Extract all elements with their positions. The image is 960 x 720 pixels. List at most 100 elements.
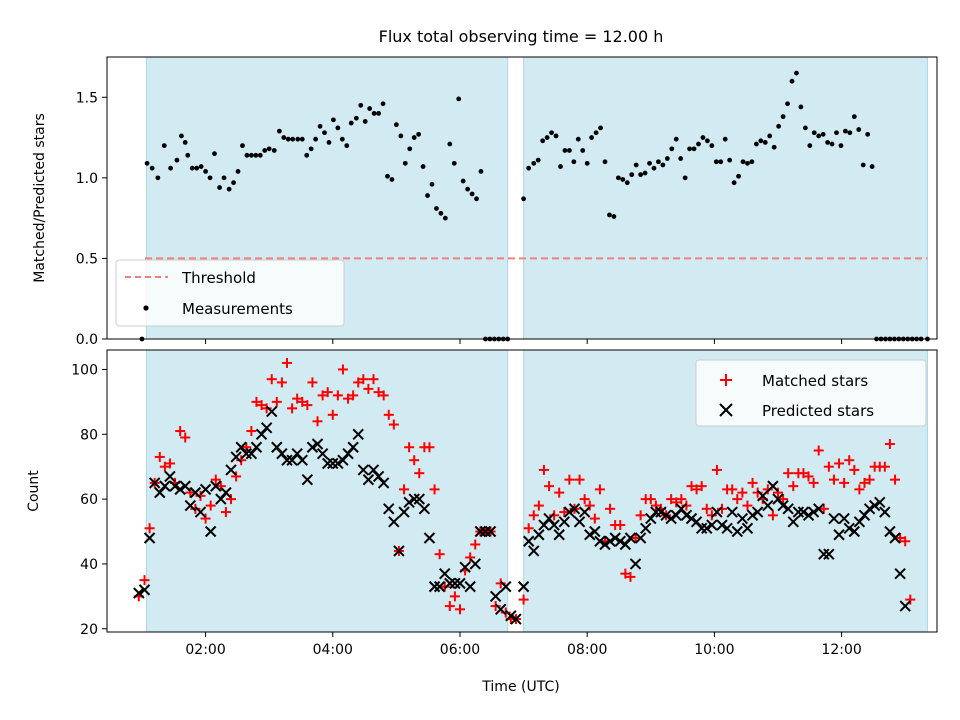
measurement-point bbox=[304, 152, 310, 158]
measurement-point bbox=[838, 143, 844, 149]
predicted-legend-marker bbox=[719, 403, 733, 417]
predicted-marker bbox=[494, 603, 507, 616]
matched-marker bbox=[828, 474, 839, 485]
predicted-marker-b bbox=[479, 525, 492, 538]
matched-legend-label: Matched stars bbox=[762, 372, 868, 390]
predicted-marker bbox=[599, 538, 611, 551]
predicted-marker-b bbox=[573, 516, 586, 528]
predicted-marker bbox=[489, 590, 502, 603]
matched-marker bbox=[231, 471, 242, 482]
measurement-point bbox=[691, 146, 697, 152]
top-legend: Threshold Measurements bbox=[115, 259, 345, 327]
predicted-marker-b bbox=[433, 580, 446, 593]
predicted-marker-b bbox=[276, 448, 288, 460]
measurement-point bbox=[362, 119, 368, 124]
predicted-marker-b bbox=[469, 558, 481, 570]
predicted-marker-b bbox=[184, 499, 197, 512]
measurement-point bbox=[731, 180, 737, 186]
predicted-marker-b bbox=[629, 558, 642, 570]
measurement-point bbox=[358, 102, 364, 108]
predicted-marker bbox=[716, 519, 728, 531]
predicted-marker bbox=[230, 451, 242, 463]
matched-marker bbox=[220, 507, 231, 518]
measurement-point bbox=[526, 165, 532, 171]
measurement-point bbox=[749, 159, 755, 165]
predicted-marker-b bbox=[828, 512, 840, 525]
predicted-marker-b bbox=[240, 448, 252, 460]
measurement-point bbox=[380, 101, 386, 107]
measurement-point bbox=[607, 212, 612, 218]
predicted-marker-b bbox=[594, 535, 606, 547]
predicted-marker-b bbox=[762, 499, 774, 512]
measurement-point bbox=[669, 146, 675, 152]
predicted-marker bbox=[751, 506, 764, 518]
matched-marker bbox=[261, 403, 272, 414]
predicted-marker bbox=[439, 567, 451, 580]
matched-marker bbox=[686, 481, 697, 492]
matched-marker bbox=[900, 536, 911, 547]
predicted-marker bbox=[179, 480, 191, 492]
predicted-marker bbox=[408, 493, 420, 505]
matched-marker bbox=[353, 377, 364, 388]
measurement-point bbox=[389, 177, 395, 182]
predicted-marker-b bbox=[777, 499, 789, 512]
matched-marker bbox=[518, 594, 529, 605]
matched-marker bbox=[465, 552, 476, 563]
measurement-point bbox=[308, 146, 314, 152]
matched-marker bbox=[732, 494, 743, 505]
top-legend-box bbox=[115, 259, 345, 327]
predicted-marker bbox=[843, 522, 855, 534]
predicted-marker-b bbox=[332, 457, 344, 470]
measurement-point bbox=[198, 164, 204, 169]
predicted-marker-b bbox=[609, 532, 621, 544]
matched-marker bbox=[424, 442, 435, 453]
predicted-marker bbox=[428, 580, 441, 593]
predicted-marker-b bbox=[868, 499, 881, 512]
predicted-marker-b bbox=[797, 506, 810, 518]
matched-marker bbox=[434, 549, 445, 560]
measurement-point bbox=[535, 157, 541, 163]
predicted-marker bbox=[159, 480, 171, 492]
measurement-point bbox=[257, 152, 263, 158]
predicted-marker-b bbox=[690, 516, 703, 528]
matched-marker bbox=[549, 510, 560, 521]
matched-marker bbox=[884, 439, 895, 449]
measurement-point bbox=[540, 138, 546, 144]
predicted-marker-b bbox=[584, 529, 596, 541]
matched-marker bbox=[671, 497, 682, 508]
measurement-point bbox=[678, 156, 684, 161]
bottom-legend-box bbox=[695, 359, 927, 427]
predicted-marker-b bbox=[833, 529, 845, 541]
count-points bbox=[133, 357, 916, 625]
predicted-marker bbox=[609, 532, 621, 544]
measurement-point bbox=[194, 165, 200, 171]
measurement-point bbox=[847, 130, 853, 136]
measurement-point bbox=[189, 165, 195, 171]
matched-marker bbox=[292, 393, 303, 404]
measurement-point bbox=[339, 136, 345, 142]
measurement-point bbox=[820, 131, 826, 137]
measurement-point bbox=[624, 180, 630, 186]
matched-marker bbox=[747, 477, 758, 488]
matched-marker bbox=[429, 484, 440, 495]
matched-marker bbox=[495, 578, 506, 589]
predicted-marker bbox=[726, 506, 738, 518]
matched-marker bbox=[404, 442, 415, 453]
measurement-point bbox=[816, 133, 822, 139]
bottom-axes-frame bbox=[106, 349, 938, 633]
predicted-marker-b bbox=[189, 486, 202, 499]
predicted-marker bbox=[474, 525, 487, 538]
predicted-marker bbox=[311, 438, 324, 450]
predicted-marker-b bbox=[347, 441, 359, 453]
measurement-point bbox=[562, 148, 568, 153]
predicted-marker-b bbox=[818, 548, 830, 560]
measurement-point bbox=[780, 114, 786, 120]
predicted-marker bbox=[301, 473, 314, 486]
measurement-point bbox=[696, 141, 701, 147]
x-tick-label: 08:00 bbox=[567, 642, 607, 658]
measurement-point bbox=[571, 159, 577, 165]
predicted-marker bbox=[701, 522, 713, 534]
predicted-marker bbox=[639, 522, 652, 534]
measurement-point bbox=[385, 173, 390, 179]
